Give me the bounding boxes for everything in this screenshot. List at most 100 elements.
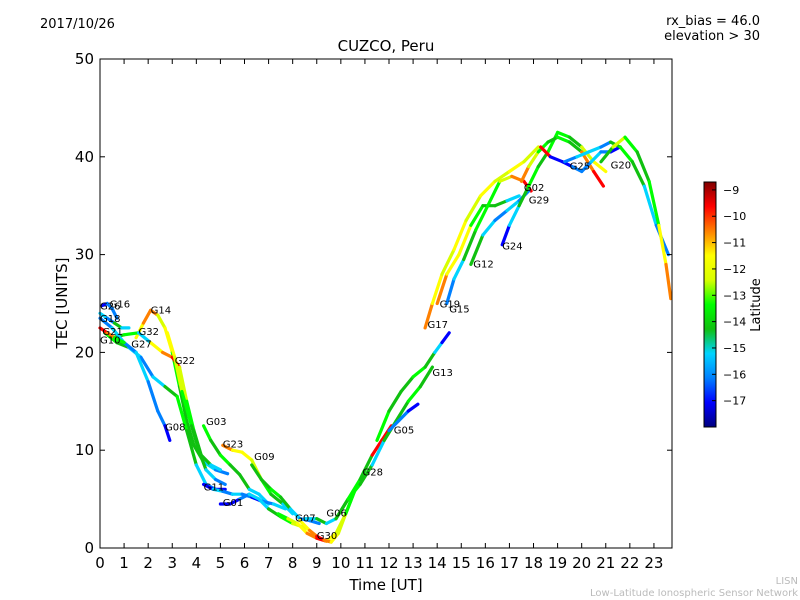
series-g24	[500, 130, 608, 247]
series-segment	[279, 495, 292, 511]
series-segment	[505, 199, 521, 213]
satellite-label-g22: G22	[175, 356, 195, 367]
series-segment	[156, 313, 167, 330]
series-segment	[163, 385, 179, 398]
series-segment	[555, 135, 572, 144]
series-segment	[346, 482, 362, 501]
series-segment	[478, 179, 497, 198]
series-segment	[548, 155, 565, 164]
x-tick-label: 2	[143, 554, 153, 572]
series-segment	[394, 399, 410, 423]
series-segment	[288, 507, 302, 521]
satellite-label-g21: G21	[102, 327, 122, 338]
satellite-label-g08: G08	[165, 423, 185, 434]
x-tick-label: 4	[192, 554, 202, 572]
series-g19	[435, 194, 521, 306]
series-g17	[423, 145, 540, 330]
series-segment	[440, 331, 451, 345]
series-segment	[134, 350, 150, 384]
x-tick-label: 19	[548, 554, 567, 572]
satellite-label-g11: G11	[204, 482, 224, 493]
series-segment	[563, 155, 579, 164]
footer-lisn: LISN	[775, 576, 798, 587]
satellite-label-g12: G12	[473, 259, 493, 270]
series-segment	[507, 204, 521, 227]
series-segment	[370, 438, 384, 457]
elevation-label: elevation > 30	[664, 29, 760, 44]
series-segment	[211, 487, 225, 493]
series-segment	[406, 402, 420, 413]
x-tick-label: 6	[240, 554, 250, 572]
series-segment	[642, 184, 658, 227]
x-tick-label: 9	[312, 554, 322, 572]
series-segment	[214, 468, 230, 476]
series-segment	[238, 492, 251, 501]
series-segment	[375, 409, 391, 442]
series-segment	[580, 160, 593, 174]
series-segment	[486, 179, 502, 208]
series-segment	[406, 385, 422, 403]
x-tick-label: 17	[500, 554, 519, 572]
colorbar-tick-label: −12	[723, 263, 746, 276]
x-tick-label: 20	[572, 554, 591, 572]
series-segment	[197, 448, 208, 472]
satellite-label-g26: G26	[100, 301, 120, 312]
satellite-label-g01: G01	[223, 498, 243, 509]
colorbar-tick-label: −11	[723, 237, 746, 250]
colorbar	[703, 181, 717, 428]
series-segment	[664, 262, 673, 301]
colorbar-tick-label: −17	[723, 395, 746, 408]
series-segment	[185, 429, 198, 467]
series-segment	[440, 248, 456, 276]
series-segment	[295, 521, 309, 535]
series-segment	[433, 341, 444, 354]
x-tick-label: 14	[428, 554, 447, 572]
plot-frame	[99, 58, 673, 549]
x-tick-label: 15	[452, 554, 471, 572]
series-segment	[149, 341, 165, 354]
series-segment	[221, 443, 235, 452]
y-tick-label: 40	[75, 148, 94, 166]
series-segment	[423, 350, 437, 369]
series-segment	[228, 463, 242, 477]
series-segment	[469, 204, 485, 227]
series-segment	[281, 502, 295, 516]
series-segment	[430, 272, 444, 306]
series-segment	[539, 145, 553, 159]
y-tick-label: 10	[75, 441, 94, 459]
series-segment	[423, 301, 434, 330]
y-tick-label: 0	[84, 539, 94, 557]
series-segment	[194, 463, 208, 486]
colorbar-label: Latitude	[749, 278, 764, 332]
series-segment	[575, 150, 591, 159]
colorbar-tick-label: −9	[723, 184, 739, 197]
y-tick-label: 30	[75, 246, 94, 264]
satellite-label-g16: G16	[110, 299, 130, 310]
series-segment	[387, 419, 401, 433]
series-segment	[218, 453, 232, 467]
series-segment	[247, 487, 261, 496]
series-segment	[141, 308, 153, 325]
series-segment	[221, 489, 235, 496]
series-g16	[98, 311, 131, 330]
satellite-label-g17: G17	[428, 320, 448, 331]
colorbar-tick-label: −10	[723, 210, 746, 223]
series-segment	[358, 453, 374, 482]
x-axis: 0 1 2 3 4 5 6 7 8 9 10 11 12 13 14 15 16 17 18 19 20 21 22 23	[95, 59, 663, 572]
satellite-label-g10: G10	[100, 336, 120, 347]
series-segment	[139, 355, 155, 379]
series-segment	[269, 487, 283, 499]
series-segment	[647, 179, 661, 227]
satellite-label-g30: G30	[317, 531, 337, 542]
x-tick-label: 10	[331, 554, 350, 572]
series-segment	[630, 160, 646, 188]
series-segment	[146, 380, 160, 413]
satellite-label-g25: G25	[570, 162, 590, 173]
series-segment	[286, 517, 300, 526]
series-segment	[592, 169, 606, 188]
satellite-label-g24: G24	[502, 242, 522, 253]
series-g32	[110, 331, 222, 472]
satellite-label-g32: G32	[139, 327, 159, 338]
series-segment	[611, 135, 627, 149]
series-segment	[546, 130, 560, 154]
